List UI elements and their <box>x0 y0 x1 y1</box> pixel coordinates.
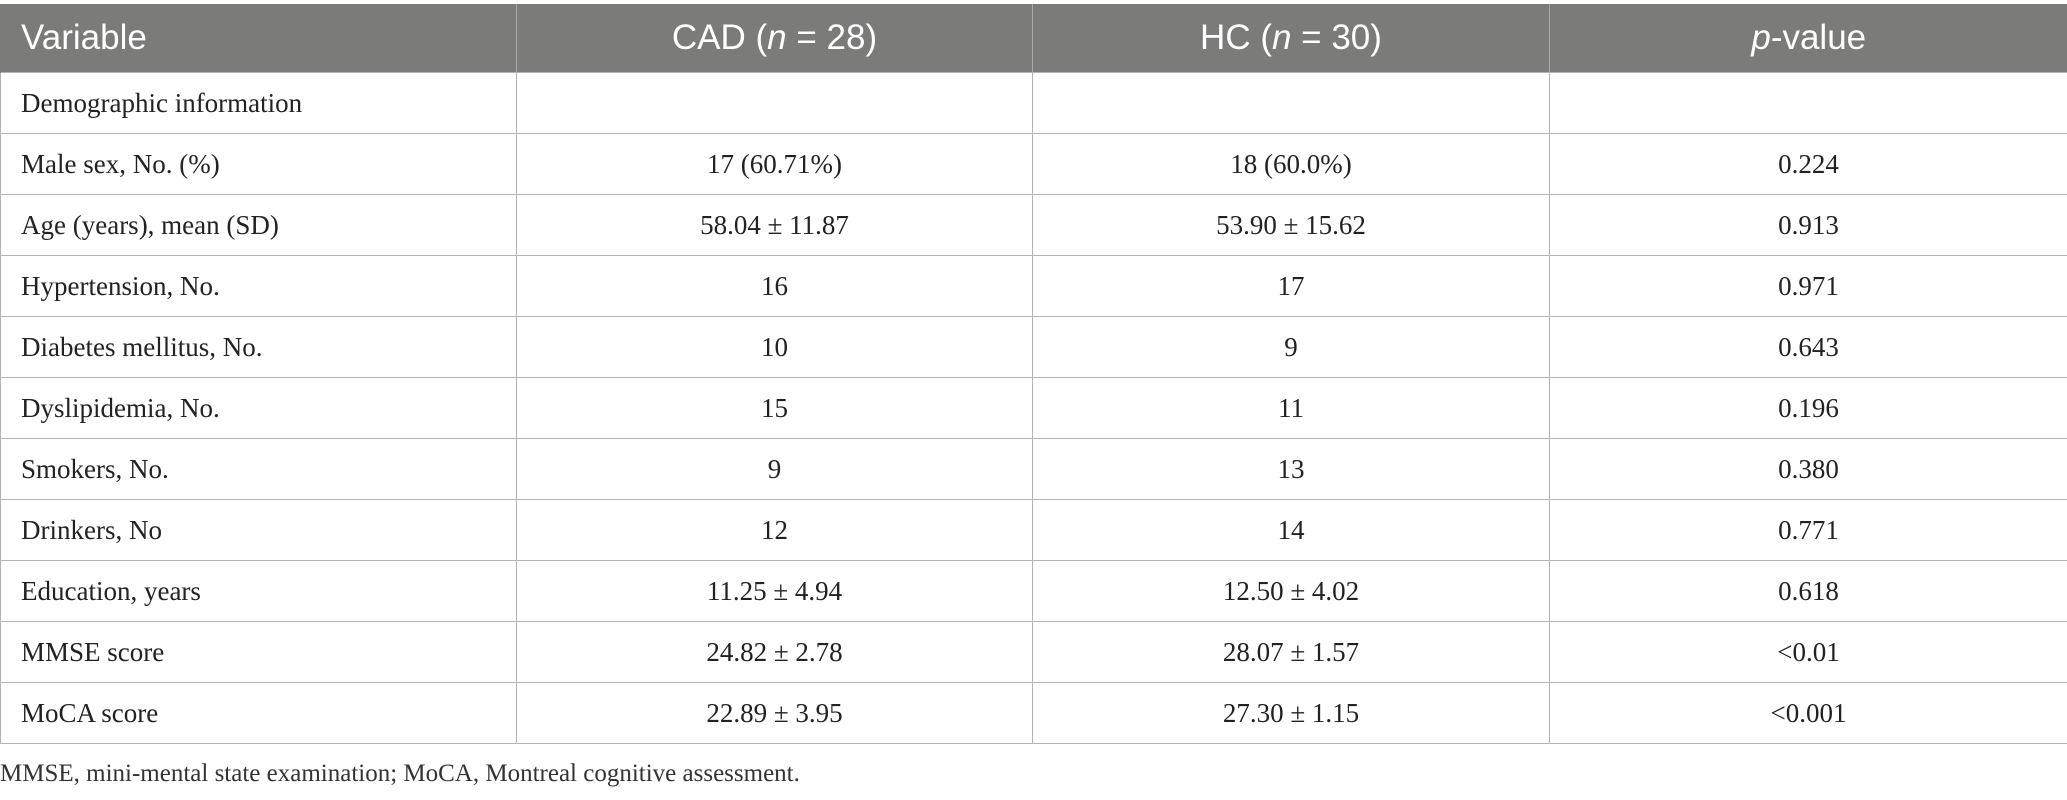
header-hc: HC (n = 30) <box>1032 4 1550 73</box>
cell-variable: Dyslipidemia, No. <box>0 377 517 439</box>
cell-p-value: 0.771 <box>1549 499 2067 561</box>
table-row: MoCA score 22.89 ± 3.95 27.30 ± 1.15 <0.… <box>0 682 2067 744</box>
cell-hc: 12.50 ± 4.02 <box>1032 560 1550 622</box>
cell-variable: Drinkers, No <box>0 499 517 561</box>
header-p-suffix: -value <box>1770 18 1867 57</box>
cell-cad: 58.04 ± 11.87 <box>516 194 1033 256</box>
header-cad-n: n <box>767 18 787 57</box>
header-hc-prefix: HC ( <box>1200 18 1272 57</box>
cell-hc: 9 <box>1032 316 1550 378</box>
cell-p-value: <0.001 <box>1549 682 2067 744</box>
table-row: Drinkers, No 12 14 0.771 <box>0 499 2067 561</box>
header-hc-suffix: = 30) <box>1291 18 1382 57</box>
cell-p-value: 0.196 <box>1549 377 2067 439</box>
table-row: Education, years 11.25 ± 4.94 12.50 ± 4.… <box>0 560 2067 622</box>
cell-p-value: 0.224 <box>1549 133 2067 195</box>
header-variable: Variable <box>0 4 517 73</box>
table-row: MMSE score 24.82 ± 2.78 28.07 ± 1.57 <0.… <box>0 621 2067 683</box>
cell-p-value <box>1549 72 2067 134</box>
cell-hc: 14 <box>1032 499 1550 561</box>
cell-variable: Age (years), mean (SD) <box>0 194 517 256</box>
table-container: Variable CAD (n = 28) HC (n = 30) p-valu… <box>0 4 2067 744</box>
header-variable-label: Variable <box>21 18 147 57</box>
header-cad-suffix: = 28) <box>786 18 878 57</box>
cell-variable: MoCA score <box>0 682 517 744</box>
table-row: Diabetes mellitus, No. 10 9 0.643 <box>0 316 2067 378</box>
cell-p-value: 0.913 <box>1549 194 2067 256</box>
cell-p-value: <0.01 <box>1549 621 2067 683</box>
header-p-italic: p <box>1751 18 1771 57</box>
cell-hc: 18 (60.0%) <box>1032 133 1550 195</box>
table-row: Smokers, No. 9 13 0.380 <box>0 438 2067 500</box>
cell-hc: 27.30 ± 1.15 <box>1032 682 1550 744</box>
cell-cad: 9 <box>516 438 1033 500</box>
table-footnote: MMSE, mini-mental state examination; MoC… <box>0 760 800 787</box>
cell-cad: 10 <box>516 316 1033 378</box>
cell-hc: 13 <box>1032 438 1550 500</box>
header-cad: CAD (n = 28) <box>516 4 1033 73</box>
header-hc-n: n <box>1271 18 1292 57</box>
cell-variable: Male sex, No. (%) <box>0 133 517 195</box>
demographics-table: Variable CAD (n = 28) HC (n = 30) p-valu… <box>0 4 2067 744</box>
table-row: Dyslipidemia, No. 15 11 0.196 <box>0 377 2067 439</box>
cell-hc: 28.07 ± 1.57 <box>1032 621 1550 683</box>
cell-cad: 22.89 ± 3.95 <box>516 682 1033 744</box>
cell-cad: 12 <box>516 499 1033 561</box>
table-body: Demographic information Male sex, No. (%… <box>0 72 2067 744</box>
cell-cad: 16 <box>516 255 1033 317</box>
header-cad-prefix: CAD ( <box>671 18 768 57</box>
header-row: Variable CAD (n = 28) HC (n = 30) p-valu… <box>0 4 2067 73</box>
cell-variable: Demographic information <box>0 72 517 134</box>
cell-cad: 11.25 ± 4.94 <box>516 560 1033 622</box>
cell-p-value: 0.643 <box>1549 316 2067 378</box>
cell-hc <box>1032 72 1550 134</box>
cell-hc: 17 <box>1032 255 1550 317</box>
table-row: Demographic information <box>0 72 2067 134</box>
cell-variable: Smokers, No. <box>0 438 517 500</box>
cell-cad: 24.82 ± 2.78 <box>516 621 1033 683</box>
cell-variable: Education, years <box>0 560 517 622</box>
cell-p-value: 0.618 <box>1549 560 2067 622</box>
table-row: Male sex, No. (%) 17 (60.71%) 18 (60.0%)… <box>0 133 2067 195</box>
cell-variable: Hypertension, No. <box>0 255 517 317</box>
table-row: Age (years), mean (SD) 58.04 ± 11.87 53.… <box>0 194 2067 256</box>
table-header: Variable CAD (n = 28) HC (n = 30) p-valu… <box>0 4 2067 73</box>
header-p-value: p-value <box>1549 4 2067 73</box>
table-row: Hypertension, No. 16 17 0.971 <box>0 255 2067 317</box>
cell-variable: MMSE score <box>0 621 517 683</box>
cell-hc: 53.90 ± 15.62 <box>1032 194 1550 256</box>
cell-p-value: 0.380 <box>1549 438 2067 500</box>
cell-variable: Diabetes mellitus, No. <box>0 316 517 378</box>
cell-p-value: 0.971 <box>1549 255 2067 317</box>
cell-cad: 15 <box>516 377 1033 439</box>
cell-cad: 17 (60.71%) <box>516 133 1033 195</box>
cell-hc: 11 <box>1032 377 1550 439</box>
cell-cad <box>516 72 1033 134</box>
